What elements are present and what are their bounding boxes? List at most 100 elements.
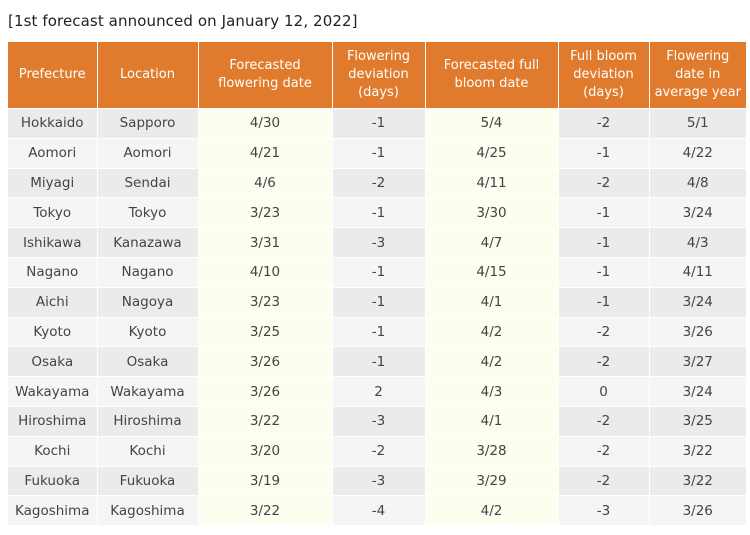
- header-forecasted-full-bloom-date: Forecasted full bloom date: [425, 42, 559, 109]
- table-row: Hokkaido Sapporo 4/30 -1 5/4 -2 5/1: [8, 108, 746, 139]
- full-bloom-date-cell: 4/25: [425, 138, 559, 169]
- table-body: Hokkaido Sapporo 4/30 -1 5/4 -2 5/1 Aomori Aomor…: [8, 108, 746, 527]
- average-flowering-date-cell: 3/25: [649, 406, 746, 437]
- flowering-date-cell: 3/23: [198, 197, 333, 229]
- flowering-deviation-cell: -1: [332, 287, 426, 318]
- table-row: Kagoshima Kagoshima 3/22 -4 4/2 -3 3/26: [8, 495, 746, 527]
- header-average-flowering-date: Flowering date in average year: [649, 42, 746, 109]
- table-row: Nagano Nagano 4/10 -1 4/15 -1 4/11: [8, 257, 746, 288]
- flowering-date-cell: 3/19: [198, 466, 333, 497]
- header-forecasted-flowering-date: Forecasted flowering date: [198, 42, 333, 109]
- table-row: Kyoto Kyoto 3/25 -1 4/2 -2 3/26: [8, 317, 746, 348]
- flowering-deviation-cell: -3: [332, 227, 426, 258]
- sakura-forecast-table: Prefecture Location Forecasted flowering…: [8, 42, 746, 527]
- location-cell: Wakayama: [97, 376, 199, 407]
- flowering-deviation-cell: -1: [332, 317, 426, 348]
- average-flowering-date-cell: 3/24: [649, 197, 746, 229]
- location-cell: Nagoya: [97, 287, 199, 318]
- flowering-deviation-cell: -3: [332, 466, 426, 497]
- table-row: Hiroshima Hiroshima 3/22 -3 4/1 -2 3/25: [8, 406, 746, 437]
- table-row: Aomori Aomori 4/21 -1 4/25 -1 4/22: [8, 138, 746, 169]
- table-row: Wakayama Wakayama 3/26 2 4/3 0 3/24: [8, 376, 746, 407]
- prefecture-cell: Aomori: [8, 138, 98, 169]
- average-flowering-date-cell: 3/22: [649, 436, 746, 467]
- flowering-date-cell: 4/21: [198, 138, 333, 169]
- full-bloom-date-cell: 5/4: [425, 108, 559, 139]
- location-cell: Nagano: [97, 257, 199, 288]
- table-caption: [1st forecast announced on January 12, 2…: [8, 12, 358, 30]
- average-flowering-date-cell: 3/24: [649, 287, 746, 318]
- flowering-date-cell: 3/26: [198, 376, 333, 407]
- prefecture-cell: Kagoshima: [8, 495, 98, 527]
- full-bloom-date-cell: 4/2: [425, 317, 559, 348]
- prefecture-cell: Hokkaido: [8, 108, 98, 139]
- average-flowering-date-cell: 4/8: [649, 168, 746, 199]
- prefecture-cell: Hiroshima: [8, 406, 98, 437]
- full-bloom-deviation-cell: -2: [558, 108, 650, 139]
- location-cell: Hiroshima: [97, 406, 199, 437]
- header-prefecture: Prefecture: [8, 42, 98, 109]
- full-bloom-date-cell: 4/1: [425, 287, 559, 318]
- prefecture-cell: Kyoto: [8, 317, 98, 348]
- full-bloom-deviation-cell: -1: [558, 257, 650, 288]
- prefecture-cell: Wakayama: [8, 376, 98, 407]
- prefecture-cell: Ishikawa: [8, 227, 98, 258]
- prefecture-cell: Nagano: [8, 257, 98, 288]
- header-full-bloom-deviation: Full bloom deviation (days): [558, 42, 650, 109]
- flowering-date-cell: 3/20: [198, 436, 333, 467]
- flowering-deviation-cell: 2: [332, 376, 426, 407]
- flowering-date-cell: 3/22: [198, 495, 333, 527]
- average-flowering-date-cell: 3/26: [649, 317, 746, 348]
- table-row: Ishikawa Kanazawa 3/31 -3 4/7 -1 4/3: [8, 227, 746, 258]
- flowering-deviation-cell: -3: [332, 406, 426, 437]
- flowering-date-cell: 3/31: [198, 227, 333, 258]
- flowering-date-cell: 3/25: [198, 317, 333, 348]
- location-cell: Kanazawa: [97, 227, 199, 258]
- average-flowering-date-cell: 4/11: [649, 257, 746, 288]
- table-row: Osaka Osaka 3/26 -1 4/2 -2 3/27: [8, 346, 746, 378]
- full-bloom-deviation-cell: -2: [558, 317, 650, 348]
- full-bloom-deviation-cell: -1: [558, 197, 650, 229]
- full-bloom-deviation-cell: -1: [558, 287, 650, 318]
- flowering-deviation-cell: -1: [332, 257, 426, 288]
- full-bloom-date-cell: 4/15: [425, 257, 559, 288]
- flowering-date-cell: 3/23: [198, 287, 333, 318]
- location-cell: Kagoshima: [97, 495, 199, 527]
- location-cell: Fukuoka: [97, 466, 199, 497]
- full-bloom-deviation-cell: -2: [558, 168, 650, 199]
- location-cell: Sapporo: [97, 108, 199, 139]
- table-row: Tokyo Tokyo 3/23 -1 3/30 -1 3/24: [8, 197, 746, 229]
- flowering-date-cell: 3/22: [198, 406, 333, 437]
- full-bloom-deviation-cell: -2: [558, 346, 650, 378]
- flowering-deviation-cell: -1: [332, 138, 426, 169]
- full-bloom-deviation-cell: -2: [558, 436, 650, 467]
- full-bloom-date-cell: 4/1: [425, 406, 559, 437]
- full-bloom-date-cell: 3/28: [425, 436, 559, 467]
- average-flowering-date-cell: 4/22: [649, 138, 746, 169]
- full-bloom-deviation-cell: -1: [558, 138, 650, 169]
- prefecture-cell: Aichi: [8, 287, 98, 318]
- full-bloom-date-cell: 4/7: [425, 227, 559, 258]
- table-row: Kochi Kochi 3/20 -2 3/28 -2 3/22: [8, 436, 746, 467]
- location-cell: Tokyo: [97, 197, 199, 229]
- full-bloom-date-cell: 4/2: [425, 495, 559, 527]
- prefecture-cell: Osaka: [8, 346, 98, 378]
- full-bloom-date-cell: 4/2: [425, 346, 559, 378]
- flowering-deviation-cell: -2: [332, 168, 426, 199]
- location-cell: Kochi: [97, 436, 199, 467]
- full-bloom-deviation-cell: 0: [558, 376, 650, 407]
- full-bloom-date-cell: 3/29: [425, 466, 559, 497]
- location-cell: Aomori: [97, 138, 199, 169]
- average-flowering-date-cell: 3/22: [649, 466, 746, 497]
- header-location: Location: [97, 42, 199, 109]
- flowering-date-cell: 3/26: [198, 346, 333, 378]
- flowering-date-cell: 4/30: [198, 108, 333, 139]
- full-bloom-date-cell: 3/30: [425, 197, 559, 229]
- full-bloom-date-cell: 4/3: [425, 376, 559, 407]
- prefecture-cell: Miyagi: [8, 168, 98, 199]
- flowering-deviation-cell: -2: [332, 436, 426, 467]
- prefecture-cell: Tokyo: [8, 197, 98, 229]
- flowering-deviation-cell: -1: [332, 108, 426, 139]
- prefecture-cell: Fukuoka: [8, 466, 98, 497]
- average-flowering-date-cell: 4/3: [649, 227, 746, 258]
